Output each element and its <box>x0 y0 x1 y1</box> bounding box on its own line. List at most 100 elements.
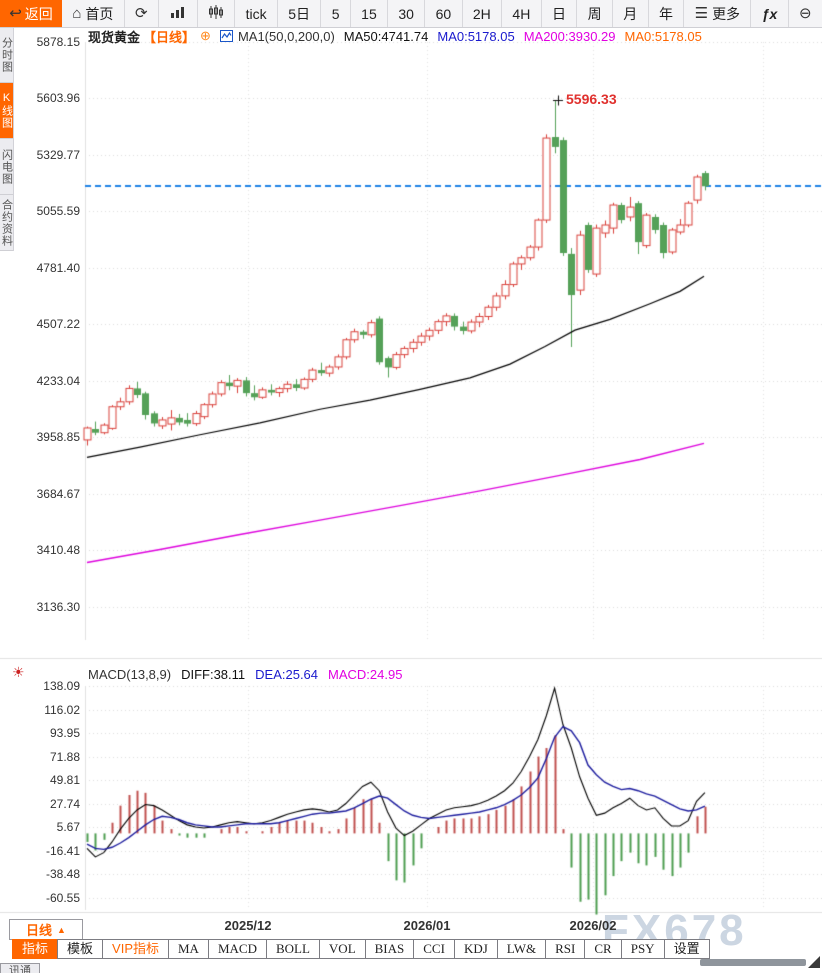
macd-axis-label: 49.81 <box>49 773 80 788</box>
toolbar-item-label: 日 <box>551 5 566 22</box>
toolbar-item-4H[interactable]: 4H <box>502 0 542 27</box>
indicator-tab-设置[interactable]: 设置 <box>663 939 710 959</box>
toolbar-item-label: 15 <box>361 5 377 22</box>
indicator-tab-LW&[interactable]: LW& <box>496 939 547 959</box>
chart-type-sidebar: 分时图 K线图 闪电图 合约资料 <box>0 27 14 251</box>
toolbar-item-candles[interactable] <box>198 0 236 27</box>
date-axis-label: 2026/02 <box>569 918 617 933</box>
indicator-tab-RSI[interactable]: RSI <box>545 939 586 959</box>
price-axis-label: 4507.22 <box>36 317 80 332</box>
mini-chart-icon[interactable] <box>219 30 233 42</box>
toolbar-item-zoom-out[interactable]: ⊖ <box>789 0 822 27</box>
macd-axis-label: 5.67 <box>56 820 80 835</box>
price-axis-label: 3410.48 <box>36 543 80 558</box>
macd-axis-label: 27.74 <box>49 796 80 811</box>
target-icon[interactable]: ⊕ <box>200 28 211 43</box>
price-axis-label: 3136.30 <box>36 599 80 614</box>
toolbar-items: ⌂ 首页 ⟳ tick 5日 5 15 30 60 2H 4H 日 周 月 年 ☰ 更多 ƒx ⊖ <box>62 0 822 27</box>
macd-diff-value: DIFF:38.11 <box>181 667 246 682</box>
candlestick-icon <box>208 5 224 22</box>
toolbar-item-更多[interactable]: ☰ 更多 <box>684 0 752 27</box>
indicator-tab-PSY[interactable]: PSY <box>620 939 665 959</box>
indicator-sun-icon[interactable]: ☀ <box>12 664 25 680</box>
macd-macd-value: MACD:24.95 <box>328 667 403 682</box>
toolbar-item-label: 5日 <box>288 5 311 22</box>
toolbar-item-label: 月 <box>623 5 638 22</box>
chart-header: 现货黄金 【日线】 ⊕ MA1(50,0,200,0) MA50:4741.74… <box>88 28 702 45</box>
indicator-tab-KDJ[interactable]: KDJ <box>453 939 498 959</box>
refresh-icon: ⟳ <box>135 5 148 22</box>
date-axis-label: 2025/12 <box>224 918 272 933</box>
sidebar-tab-闪电图[interactable]: 闪电图 <box>0 139 13 195</box>
toolbar-item-label: 4H <box>512 5 531 22</box>
ma-settings: MA1(50,0,200,0) <box>237 28 335 44</box>
sidebar-tab-K线图[interactable]: K线图 <box>0 83 13 139</box>
toolbar-item-label: 更多 <box>712 5 741 22</box>
toolbar-item-月[interactable]: 月 <box>613 0 649 27</box>
indicator-tab-MACD[interactable]: MACD <box>207 939 267 959</box>
zoom-out-icon: ⊖ <box>798 5 812 22</box>
toolbar-item-首页[interactable]: ⌂ 首页 <box>62 0 125 27</box>
resize-corner-icon <box>808 956 820 968</box>
back-label: 返回 <box>24 5 53 22</box>
toolbar-item-label: 首页 <box>85 5 114 22</box>
price-axis-label: 5055.59 <box>36 204 80 219</box>
toolbar-item-15[interactable]: 15 <box>351 0 389 27</box>
indicator-tab-bar: 指标 模板 VIP指标 MA MACD BOLL VOL BIAS CCI KDJ LW& RSI CR… <box>12 939 710 959</box>
macd-axis-label: -38.48 <box>45 867 80 882</box>
home-icon: ⌂ <box>72 5 82 22</box>
date-axis-label: 2026/01 <box>403 918 451 933</box>
sidebar-tab-分时图[interactable]: 分时图 <box>0 27 13 83</box>
toolbar-item-30[interactable]: 30 <box>388 0 426 27</box>
macd-dea-value: DEA:25.64 <box>255 667 319 682</box>
period-selector[interactable]: 日线 ▲ <box>9 919 83 940</box>
toolbar-item-fx[interactable]: ƒx <box>751 0 789 27</box>
fx-formula-icon: ƒx <box>761 5 778 22</box>
sidebar-tab-合约资料[interactable]: 合约资料 <box>0 195 13 251</box>
toolbar-item-refresh[interactable]: ⟳ <box>125 0 159 27</box>
indicator-tab-模板[interactable]: 模板 <box>57 939 104 959</box>
horizontal-scrollbar-thumb[interactable] <box>700 959 806 966</box>
toolbar-item-5[interactable]: 5 <box>321 0 351 27</box>
back-button[interactable]: ↩ 返回 <box>0 0 62 27</box>
menu-icon: ☰ <box>694 5 709 22</box>
macd-axis-label: 116.02 <box>44 702 80 717</box>
toolbar-item-2H[interactable]: 2H <box>463 0 503 27</box>
toolbar-item-60[interactable]: 60 <box>425 0 463 27</box>
toolbar-item-label: 60 <box>435 5 452 22</box>
toolbar-item-5日[interactable]: 5日 <box>278 0 322 27</box>
macd-axis-label: -60.55 <box>45 891 80 906</box>
price-axis-label: 5603.96 <box>36 91 80 106</box>
toolbar-item-label: tick <box>245 5 267 22</box>
macd-axis-label: -16.41 <box>45 843 80 858</box>
toolbar-item-年[interactable]: 年 <box>649 0 685 27</box>
back-arrow-icon: ↩ <box>9 5 22 22</box>
indicator-tab-VOL[interactable]: VOL <box>318 939 366 959</box>
toolbar-item-label: 2H <box>472 5 491 22</box>
toolbar-item-tick[interactable]: tick <box>235 0 278 27</box>
ma0-blue-value: MA0:5178.05 <box>437 28 515 44</box>
indicator-tab-VIP指标[interactable]: VIP指标 <box>102 939 169 959</box>
partial-bottom-tab[interactable]: 讯通 <box>0 963 40 973</box>
indicator-tab-CCI[interactable]: CCI <box>413 939 455 959</box>
toolbar-item-label: 周 <box>587 5 602 22</box>
indicator-tab-BIAS[interactable]: BIAS <box>364 939 415 959</box>
toolbar-item-label: 年 <box>658 5 673 22</box>
toolbar-item-bar-chart[interactable] <box>159 0 198 27</box>
price-axis-label: 5878.15 <box>36 35 80 49</box>
indicator-tab-CR[interactable]: CR <box>584 939 622 959</box>
macd-axis-label: 138.09 <box>43 678 80 693</box>
peak-price-annotation: 5596.33 <box>566 91 617 107</box>
indicator-tab-指标[interactable]: 指标 <box>12 939 59 959</box>
toolbar-item-周[interactable]: 周 <box>577 0 613 27</box>
indicator-tab-BOLL[interactable]: BOLL <box>265 939 320 959</box>
top-toolbar: ↩ 返回 ⌂ 首页 ⟳ tick 5日 5 15 30 60 2H 4H 日 周 月 年 ☰ 更多 ƒx ⊖ <box>0 0 822 28</box>
indicator-tab-MA[interactable]: MA <box>168 939 209 959</box>
period-selector-label: 日线 <box>26 923 53 938</box>
toolbar-item-label: 5 <box>331 5 340 22</box>
ma0-orange-value: MA0:5178.05 <box>624 28 702 44</box>
toolbar-item-日[interactable]: 日 <box>542 0 578 27</box>
ma200-value: MA200:3930.29 <box>523 28 616 44</box>
chevron-up-icon: ▲ <box>57 924 66 935</box>
